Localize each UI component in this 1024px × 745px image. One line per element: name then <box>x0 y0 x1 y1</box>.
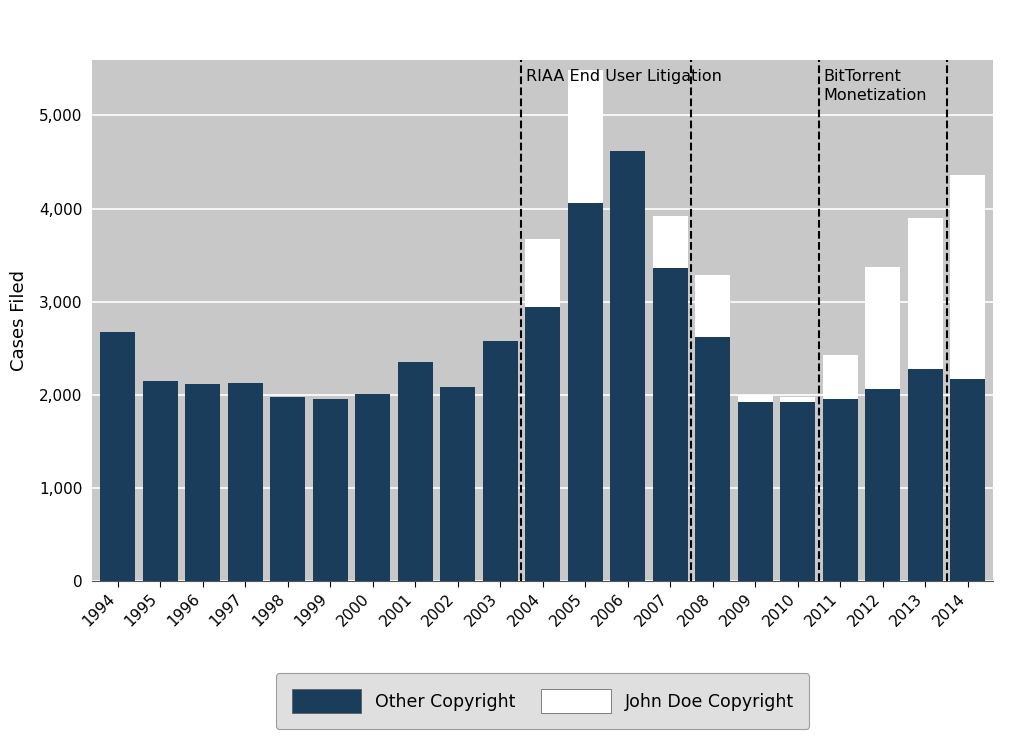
Bar <box>185 384 220 581</box>
Bar <box>823 355 858 399</box>
Bar <box>567 70 603 203</box>
Bar <box>482 341 518 581</box>
Bar <box>100 332 135 581</box>
Bar <box>908 218 943 369</box>
Bar <box>738 395 773 402</box>
Text: BitTorrent
Monetization: BitTorrent Monetization <box>823 69 927 103</box>
Bar <box>227 383 262 581</box>
Bar <box>270 397 305 581</box>
Bar <box>525 239 560 307</box>
Text: RIAA End User Litigation: RIAA End User Litigation <box>525 69 722 84</box>
Bar <box>567 203 603 581</box>
Bar <box>908 369 943 581</box>
Bar <box>440 387 475 581</box>
Y-axis label: Cases Filed: Cases Filed <box>10 270 28 371</box>
Bar <box>653 268 688 581</box>
Bar <box>865 390 900 581</box>
Legend: Other Copyright, John Doe Copyright: Other Copyright, John Doe Copyright <box>276 673 809 729</box>
Bar <box>695 337 730 581</box>
Bar <box>610 150 645 581</box>
Bar <box>738 402 773 581</box>
Bar <box>865 267 900 390</box>
Bar <box>653 216 688 268</box>
Bar <box>312 399 347 581</box>
Bar <box>695 275 730 337</box>
Bar <box>780 402 815 581</box>
Bar <box>355 394 390 581</box>
Bar <box>780 397 815 402</box>
Bar <box>397 362 432 581</box>
Bar <box>823 399 858 581</box>
Bar <box>950 379 985 581</box>
Bar <box>525 307 560 581</box>
Bar <box>142 381 177 581</box>
Bar <box>950 175 985 379</box>
